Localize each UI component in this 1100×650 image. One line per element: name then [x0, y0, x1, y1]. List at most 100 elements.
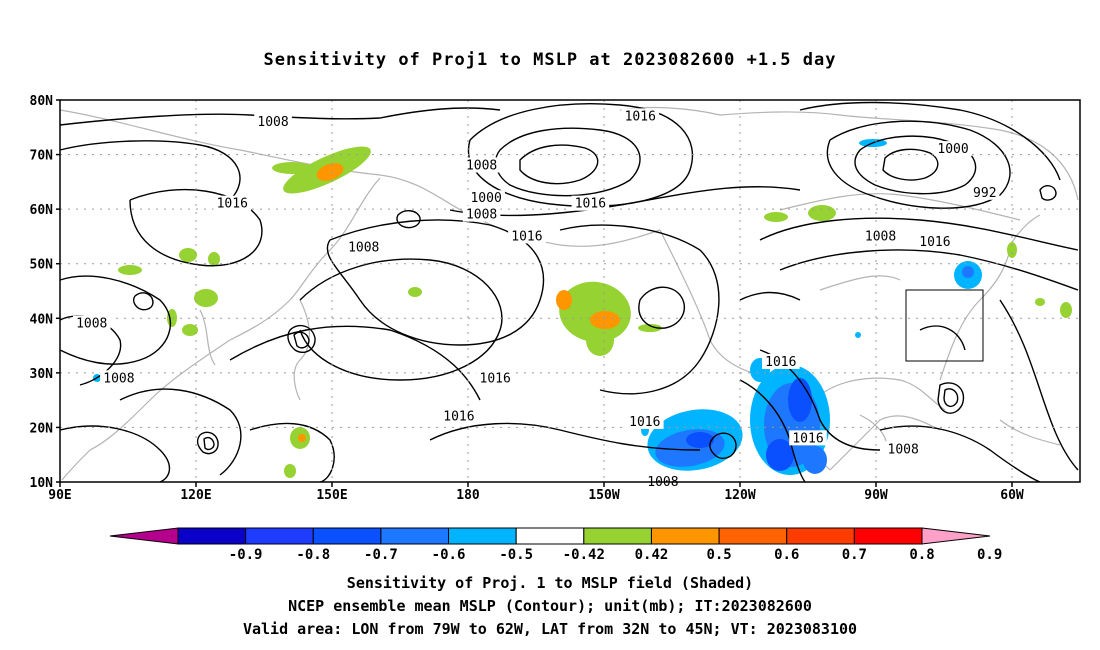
sensitivity-patch	[855, 332, 861, 338]
contour-label-bg	[621, 108, 660, 124]
isobar	[287, 324, 316, 354]
colorbar-label: -0.5	[499, 547, 533, 563]
lat-tick-label: 10N	[30, 476, 54, 491]
contour-label-bg	[861, 228, 900, 244]
isobar	[494, 127, 641, 197]
isobar	[129, 188, 263, 267]
sensitivity-patch	[788, 378, 812, 422]
coastline	[859, 414, 887, 451]
contour-label: 1016	[792, 431, 823, 446]
contour-label: 1008	[466, 208, 497, 223]
colorbar-label: 0.5	[706, 547, 731, 563]
contour-label-bg	[626, 413, 664, 429]
colorbar-segment	[583, 527, 652, 545]
colorbar-segment	[448, 527, 517, 545]
lat-tick-label: 20N	[30, 421, 54, 436]
isobar	[132, 292, 154, 311]
colorbar: -0.9 -0.8 -0.7 -0.6 -0.5 -0.42 0.42 0.5 0.6 0.7 0.…	[109, 527, 1002, 563]
contour-label-bg	[970, 184, 1000, 200]
colorbar-segment	[650, 527, 720, 545]
colorbar-segment	[853, 527, 923, 545]
contour-label: 1008	[466, 158, 497, 173]
contour-label: 1016	[765, 355, 796, 370]
isobar	[59, 113, 381, 126]
sensitivity-patch	[408, 287, 422, 297]
contour-label-bg	[462, 157, 501, 173]
lon-tick-label: 120W	[724, 488, 755, 503]
colorbar-label: 0.7	[842, 547, 867, 563]
contour-label-bg	[440, 408, 478, 424]
isobar	[759, 217, 1079, 251]
colorbar-segment	[380, 527, 450, 545]
lon-tick-label: 180	[456, 488, 480, 503]
contour-label-bg	[884, 441, 922, 457]
sensitivity-patch	[962, 266, 974, 278]
sensitivity-patch	[556, 290, 572, 310]
lon-tick-label: 150W	[588, 488, 619, 503]
isobar	[249, 422, 335, 483]
colorbar-label: -0.6	[432, 547, 466, 563]
coastline	[659, 229, 761, 376]
contour-label: 1008	[257, 115, 288, 130]
contour-label-bg	[762, 353, 800, 369]
sensitivity-patch	[272, 162, 312, 174]
colorbar-label: -0.7	[364, 547, 398, 563]
caption-contour: NCEP ensemble mean MSLP (Contour); unit(…	[288, 597, 812, 615]
valid-area-box	[905, 289, 984, 362]
colorbar-segment	[786, 527, 855, 545]
isobar	[379, 107, 501, 119]
coastline	[1009, 214, 1041, 246]
coastline	[829, 415, 941, 471]
isobar	[396, 210, 421, 229]
isobar	[293, 331, 310, 349]
isobar	[467, 103, 694, 207]
coastline	[59, 109, 471, 216]
chart-title: Sensitivity of Proj1 to MSLP at 20230826…	[263, 50, 837, 70]
coastline	[999, 419, 1061, 446]
map-frame	[59, 99, 1081, 483]
caption-valid-area: Valid area: LON from 79W to 62W, LAT fro…	[242, 620, 858, 638]
contour-label-bg	[72, 315, 111, 331]
isobar	[119, 388, 242, 476]
isobar	[826, 120, 1011, 209]
sensitivity-patch	[1060, 302, 1072, 318]
lon-tick-label: 90E	[48, 488, 71, 503]
sensitivity-patch	[284, 464, 296, 478]
sensitivity-patch	[118, 265, 142, 275]
coastline	[819, 377, 946, 411]
lon-tick-label: 120E	[180, 488, 211, 503]
lat-tick-label: 50N	[30, 258, 54, 273]
isobar	[203, 436, 215, 451]
coastline	[939, 249, 1011, 381]
contour-label-bg	[100, 370, 138, 386]
lat-tick-label: 30N	[30, 367, 54, 382]
contour-label: 1016	[625, 109, 656, 124]
contour-label: 1016	[511, 229, 542, 244]
isobar	[59, 425, 171, 483]
lon-tick-label: 150E	[316, 488, 347, 503]
coastline	[779, 193, 1021, 221]
contour-label: 1000	[470, 191, 501, 206]
coastline	[819, 275, 901, 291]
contour-label-bg	[476, 370, 514, 386]
sensitivity-patch	[808, 205, 836, 221]
contour-label-bg	[789, 430, 827, 446]
colorbar-label: 0.42	[635, 547, 669, 563]
colorbar-segment	[312, 527, 382, 545]
isobar	[59, 275, 171, 365]
sensitivity-patch	[586, 324, 614, 356]
sensitivity-patch	[208, 252, 220, 266]
isobar	[709, 432, 737, 460]
isobar	[196, 431, 219, 455]
colorbar-label: -0.8	[296, 547, 330, 563]
sensitivity-patch	[590, 311, 620, 329]
contour-label-bg	[344, 239, 383, 255]
colorbar-lower-extension	[109, 527, 179, 545]
sensitivity-patch	[316, 163, 344, 181]
colorbar-segment	[718, 527, 788, 545]
isobar	[638, 286, 685, 329]
contour-label: 1008	[103, 371, 134, 386]
colorbar-segment	[177, 527, 247, 545]
